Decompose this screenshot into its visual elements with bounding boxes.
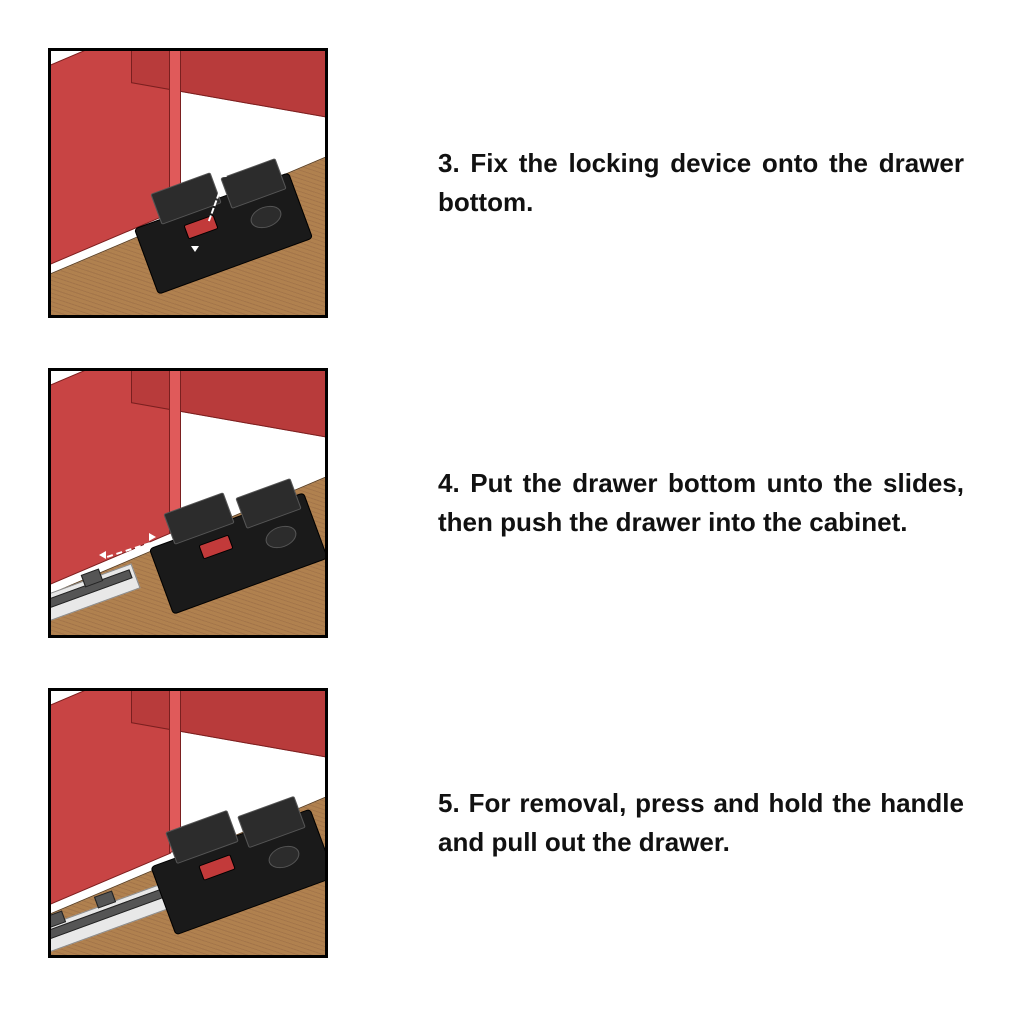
step-3-row: 3. Fix the locking device onto the drawe…	[48, 48, 964, 318]
step-5-row: 5. For removal, press and hold the handl…	[48, 688, 964, 958]
step-3-text: 3. Fix the locking device onto the drawe…	[438, 144, 964, 222]
step-3-illustration	[48, 48, 328, 318]
step-4-illustration	[48, 368, 328, 638]
step-4-text: 4. Put the drawer bottom unto the slides…	[438, 464, 964, 542]
step-5-text: 5. For removal, press and hold the handl…	[438, 784, 964, 862]
step-5-illustration	[48, 688, 328, 958]
step-4-row: 4. Put the drawer bottom unto the slides…	[48, 368, 964, 638]
